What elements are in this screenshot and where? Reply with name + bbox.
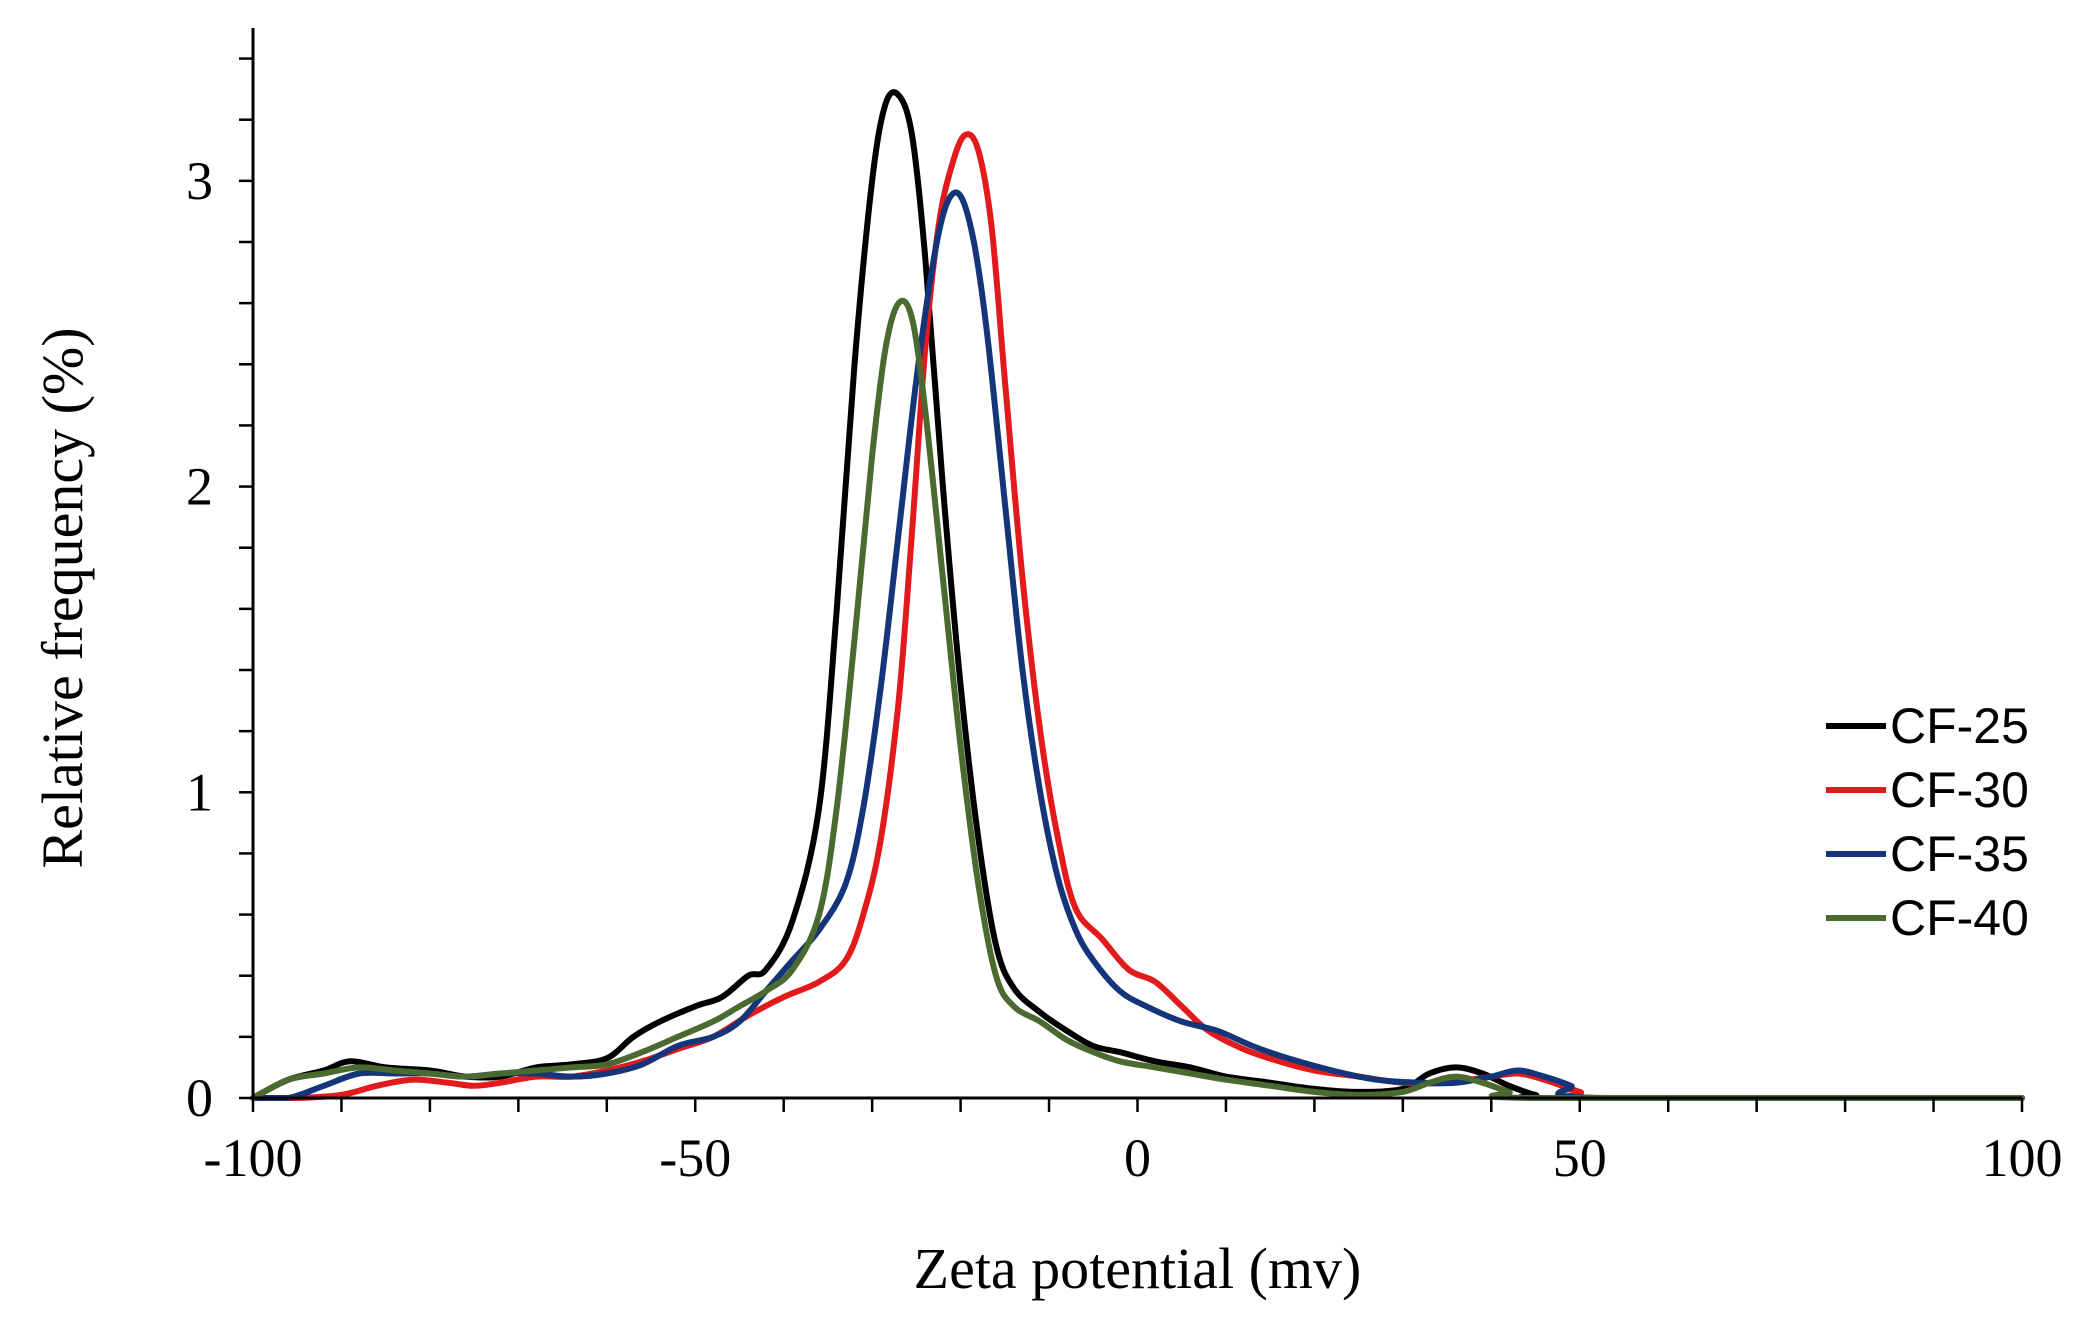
y-ticks: 0 1 2 3	[186, 57, 253, 1128]
legend-item: CF-30	[1826, 762, 2029, 818]
legend-label: CF-30	[1890, 762, 2029, 818]
series-line-cf-40	[250, 297, 2025, 1102]
legend-item: CF-35	[1826, 826, 2029, 882]
legend-label: CF-40	[1890, 890, 2029, 946]
y-tick-label: 0	[186, 1068, 213, 1128]
legend-label: CF-25	[1890, 698, 2029, 754]
legend: CF-25 CF-30 CF-35 CF-40	[1826, 698, 2029, 946]
x-axis-title: Zeta potential (mv)	[914, 1236, 1362, 1301]
y-tick-label: 2	[186, 457, 213, 517]
legend-item: CF-25	[1826, 698, 2029, 754]
series-layer	[250, 89, 2025, 1102]
x-tick-label: 50	[1553, 1128, 1607, 1188]
series-line-cf-30	[250, 131, 2025, 1102]
y-tick-label: 3	[186, 151, 213, 211]
x-tick-label: 100	[1982, 1128, 2063, 1188]
series-line-cf-35	[250, 189, 2025, 1102]
x-tick-label: -50	[659, 1128, 731, 1188]
x-tick-label: -100	[204, 1128, 303, 1188]
y-tick-label: 1	[186, 762, 213, 822]
series-line-cf-25	[250, 89, 2025, 1102]
legend-label: CF-35	[1890, 826, 2029, 882]
x-ticks: -100 -50 0 50 100	[204, 1098, 2063, 1188]
x-tick-label: 0	[1124, 1128, 1151, 1188]
y-axis-title: Relative frequency (%)	[30, 327, 95, 868]
legend-item: CF-40	[1826, 890, 2029, 946]
plot-area: -100 -50 0 50 100 0 1 2 3	[186, 28, 2063, 1188]
